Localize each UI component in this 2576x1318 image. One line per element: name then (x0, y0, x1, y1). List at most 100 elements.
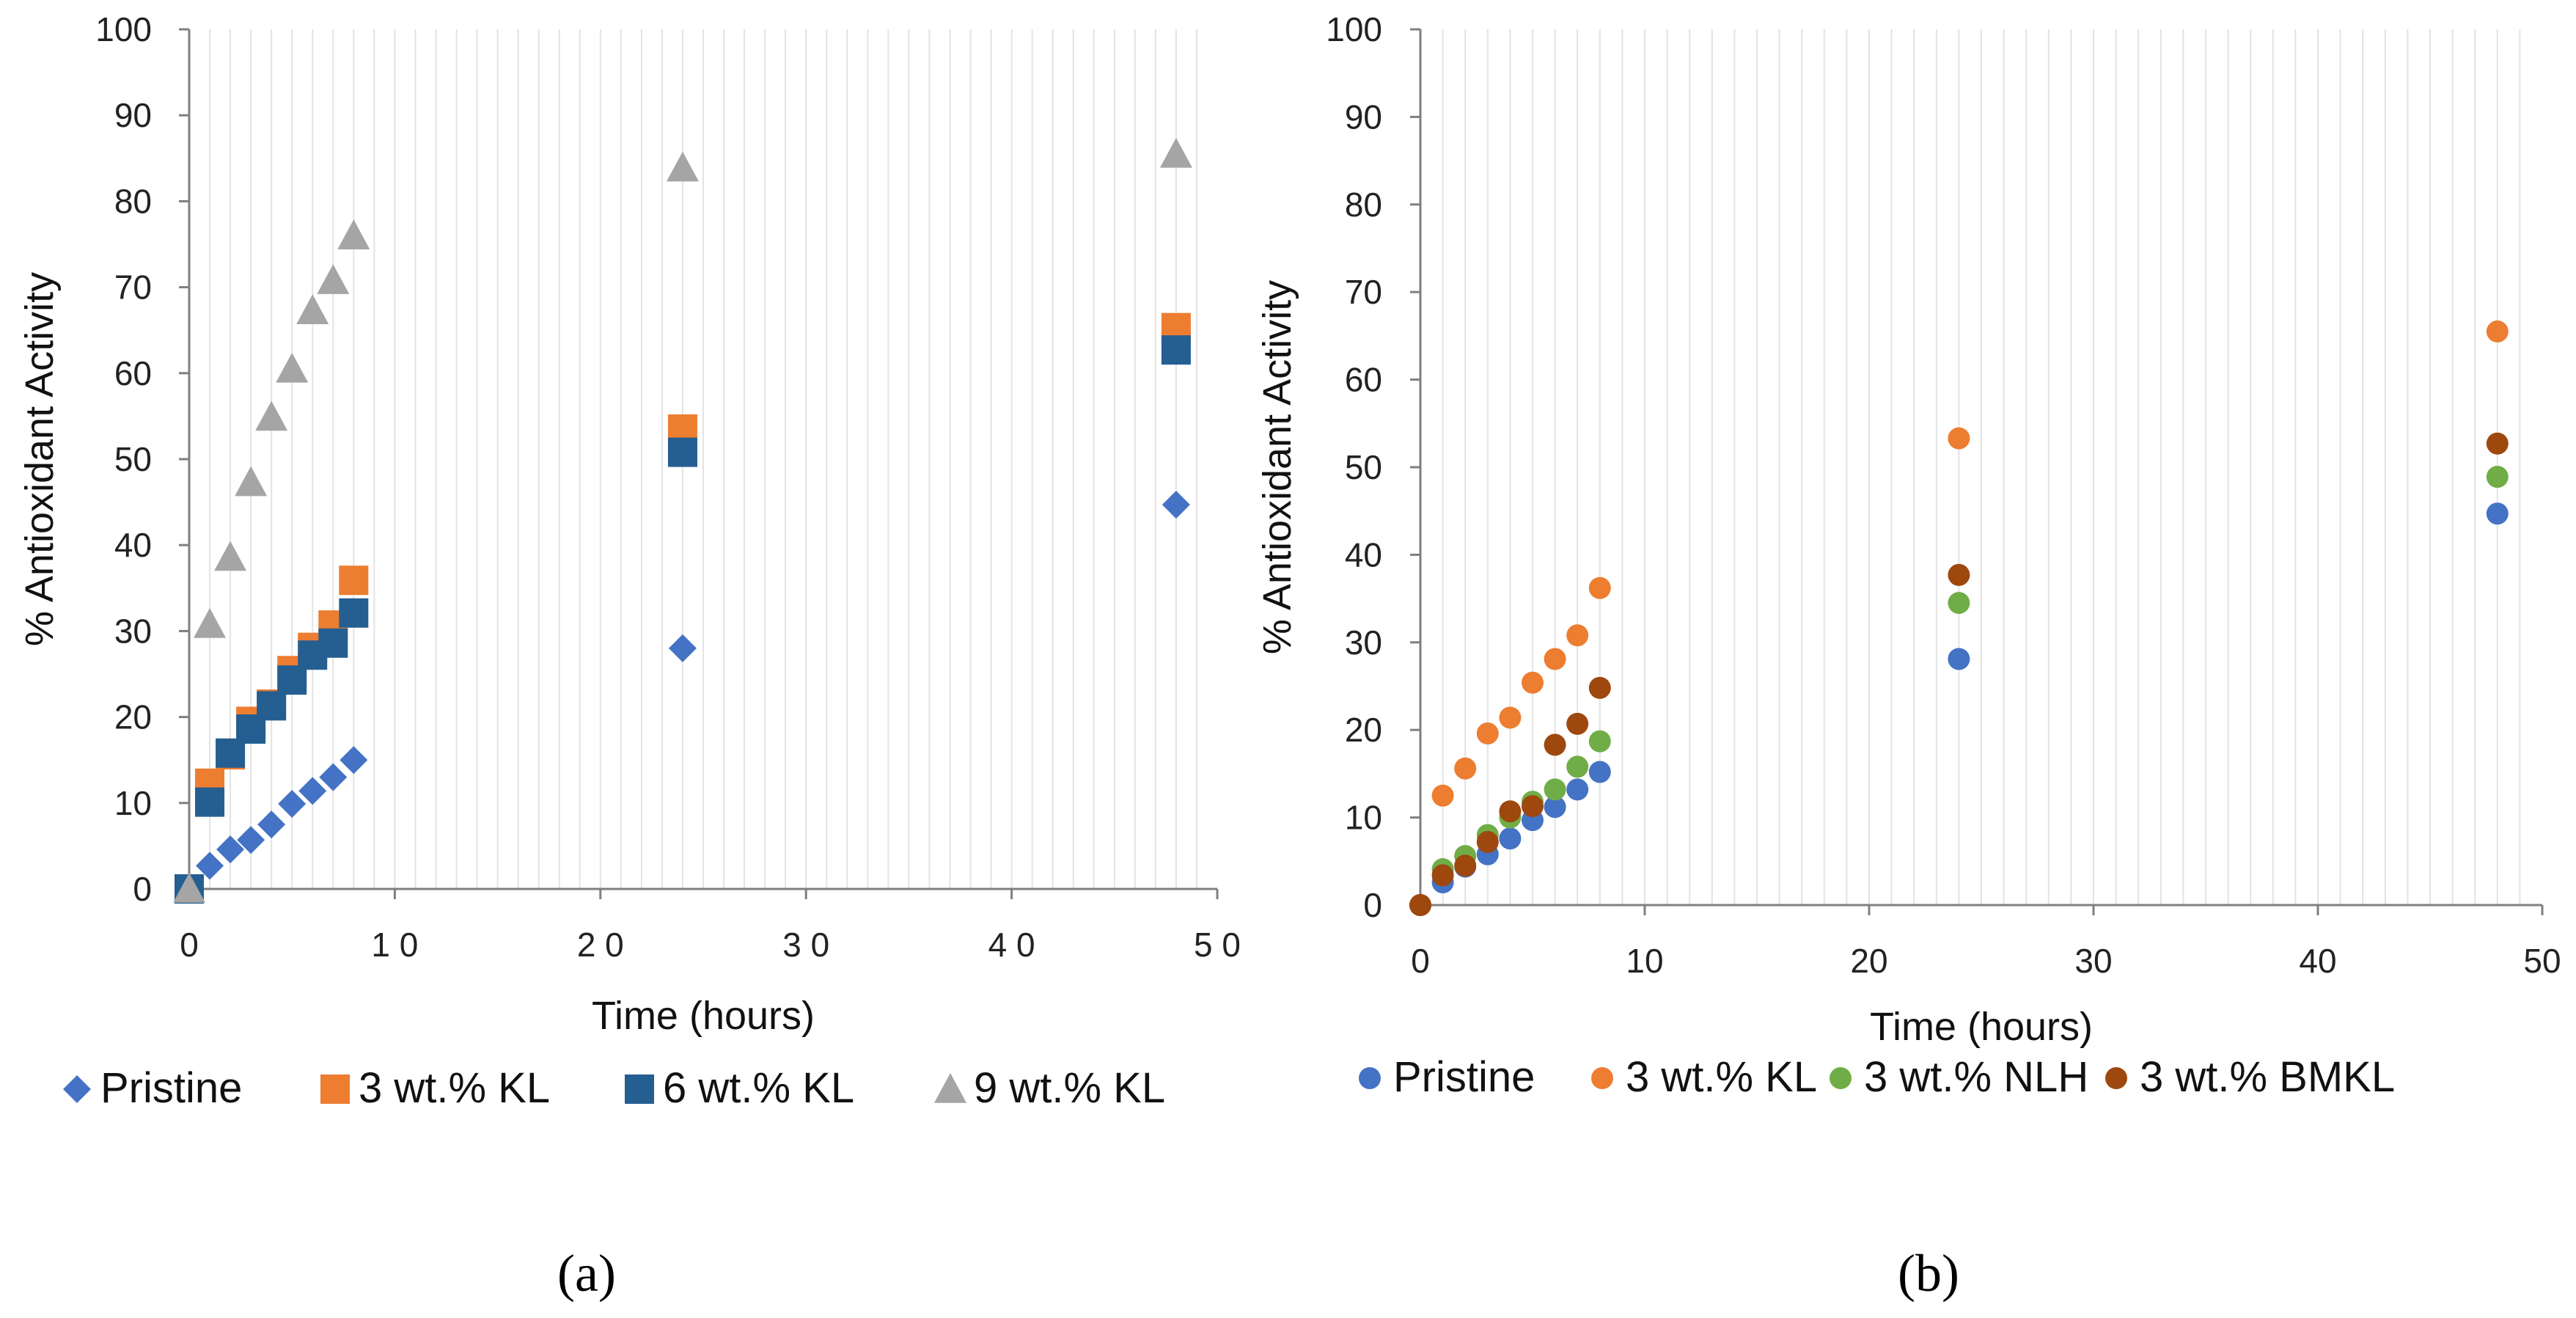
x-axis-title: Time (hours) (1870, 1005, 2093, 1049)
data-point (666, 151, 699, 182)
data-point (1588, 730, 1611, 753)
y-tick-label: 60 (114, 354, 152, 392)
data-point (1476, 722, 1499, 744)
data-point (337, 219, 370, 249)
data-point (1544, 648, 1566, 670)
data-point (1948, 648, 1970, 670)
data-point (1159, 137, 1192, 168)
data-point (1522, 671, 1544, 694)
data-point (216, 835, 245, 864)
x-tick-label: 50 (2523, 942, 2561, 980)
data-point (1588, 576, 1611, 599)
data-point (2486, 320, 2509, 343)
data-point (1948, 563, 1970, 586)
data-point (2486, 502, 2509, 525)
data-point (1522, 795, 1544, 818)
legend-label: 6 wt.% KL (663, 1064, 854, 1112)
legend-label: Pristine (1393, 1053, 1535, 1101)
legend-label: 9 wt.% KL (974, 1064, 1165, 1112)
data-point (1162, 491, 1190, 519)
legend-label: 3 wt.% KL (1626, 1053, 1817, 1101)
y-tick-label: 30 (1345, 623, 1382, 662)
minor-gridlines (209, 29, 1197, 889)
chart-a: 0 10 20 30 40 50 60 70 80 90 100 0 1 0 2 0 3 0 4 0 5 0 Ti… (18, 10, 1241, 1303)
data-point (296, 294, 329, 324)
legend-marker (625, 1074, 654, 1104)
y-tick-label: 70 (1345, 273, 1382, 311)
y-tick-label: 0 (1363, 886, 1382, 924)
data-point (1566, 755, 1589, 778)
data-point (667, 437, 697, 467)
y-tick-label: 40 (114, 526, 152, 564)
y-axis-title: % Antioxidant Activity (18, 272, 62, 646)
data-point (196, 852, 224, 880)
data-point (235, 466, 268, 497)
data-point (1431, 864, 1454, 887)
data-point (1161, 335, 1191, 365)
y-tick-label: 90 (114, 96, 152, 134)
x-tick-label: 20 (1850, 942, 1887, 980)
y-tick-label: 10 (1345, 799, 1382, 837)
legend-label: Pristine (100, 1064, 242, 1112)
data-point (1454, 854, 1477, 877)
data-point (298, 777, 327, 805)
x-axis-title: Time (hours) (592, 994, 815, 1038)
data-point (1566, 624, 1589, 647)
legend: Pristine 3 wt.% KL 6 wt.% KL 9 wt.% KL (63, 1064, 1165, 1112)
y-tick-label: 80 (114, 182, 152, 220)
data-point (195, 787, 225, 817)
data-point (1948, 592, 1970, 615)
x-tick-label: 0 (1411, 942, 1430, 980)
x-tick-label: 30 (2074, 942, 2112, 980)
y-tick-label: 100 (95, 10, 152, 48)
series-9-wt-kl (173, 137, 1192, 903)
y-tick-label: 70 (114, 268, 152, 307)
legend-marker (2105, 1067, 2127, 1089)
legend-marker (1591, 1067, 1613, 1089)
y-tick-label: 0 (133, 870, 152, 908)
data-point (1566, 778, 1589, 801)
data-point (257, 691, 287, 721)
x-tick-label: 1 0 (371, 926, 418, 964)
data-point (1409, 894, 1431, 916)
y-tick-label: 50 (114, 440, 152, 478)
data-point (340, 746, 368, 775)
data-point (194, 608, 227, 638)
y-tick-label: 100 (1326, 10, 1382, 48)
data-point (339, 598, 369, 628)
legend-marker (1830, 1067, 1852, 1089)
y-tick-label: 80 (1345, 186, 1382, 224)
data-point (668, 634, 697, 662)
data-point (1499, 827, 1522, 850)
y-tick-label: 40 (1345, 535, 1382, 574)
x-tick-label: 2 0 (577, 926, 624, 964)
x-tick-label: 0 (180, 926, 199, 964)
minor-gridlines (1442, 29, 2521, 905)
data-point (277, 665, 307, 695)
legend-marker (934, 1073, 966, 1103)
y-tick-label: 20 (114, 698, 152, 736)
data-point (237, 826, 265, 854)
data-point (1499, 706, 1522, 729)
legend-marker (63, 1075, 91, 1103)
y-tick-label: 20 (1345, 711, 1382, 749)
data-point (1476, 831, 1499, 854)
data-point (2486, 466, 2509, 488)
x-tick-label: 5 0 (1194, 926, 1241, 964)
data-point (255, 400, 288, 431)
data-point (1948, 427, 1970, 450)
y-tick-label: 30 (114, 612, 152, 650)
x-tick-label: 40 (2299, 942, 2336, 980)
series-3-wt-bmkl (1409, 432, 2509, 916)
data-point (1431, 784, 1454, 807)
data-point (1454, 757, 1477, 780)
panel-label: (b) (1898, 1244, 1959, 1303)
data-point (1588, 761, 1611, 783)
legend-label: 3 wt.% BMKL (2140, 1053, 2395, 1101)
y-tick-label: 10 (114, 784, 152, 822)
data-point (1544, 796, 1566, 819)
data-point (317, 264, 350, 294)
legend-marker (1359, 1067, 1381, 1089)
data-point (1499, 800, 1522, 823)
y-tick-label: 60 (1345, 361, 1382, 399)
